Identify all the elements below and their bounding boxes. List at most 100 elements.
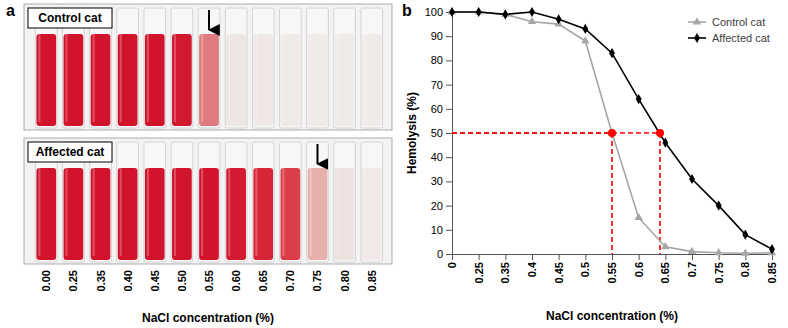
tick-label: 0.75 — [713, 262, 725, 283]
tube — [307, 142, 329, 262]
tube-highlight — [364, 168, 366, 256]
tick-mark — [612, 254, 613, 260]
tube-liquid — [64, 34, 84, 126]
marker — [661, 242, 669, 249]
tube-liquid — [226, 34, 246, 126]
marker — [556, 14, 562, 24]
tick-label: 70 — [431, 79, 443, 91]
panel-letter: b — [402, 2, 412, 19]
tube — [171, 8, 193, 128]
marker — [742, 230, 748, 240]
tube-row: Control cat — [24, 4, 392, 130]
tube-highlight — [228, 168, 230, 256]
tick: 0.85 — [766, 254, 778, 283]
tick-label: 0.75 — [311, 270, 323, 291]
tick-label: 0.25 — [67, 270, 79, 291]
tube-liquid — [36, 34, 56, 126]
tube-highlight — [255, 168, 257, 256]
tube-highlight — [337, 168, 339, 256]
row-label: Control cat — [38, 11, 101, 25]
tube-liquid — [281, 168, 301, 260]
tick-mark — [446, 36, 452, 37]
tube — [117, 8, 139, 128]
series-line — [452, 12, 772, 249]
tube — [307, 8, 329, 128]
tick-label: 0.45 — [553, 262, 565, 283]
tube-row: Affected cat — [24, 138, 392, 264]
tick-label: 0.70 — [284, 270, 296, 291]
tube — [252, 142, 274, 262]
tube-liquid — [118, 168, 138, 260]
tube — [361, 142, 383, 262]
marker — [741, 248, 749, 255]
marker — [769, 244, 775, 254]
tube-highlight — [201, 34, 203, 122]
legend-marker — [694, 33, 700, 43]
tube-liquid — [308, 168, 328, 260]
tick-mark — [446, 181, 452, 182]
tube-highlight — [310, 168, 312, 256]
legend-label: Control cat — [712, 16, 765, 28]
marker — [715, 248, 723, 255]
tick: 80 — [431, 54, 452, 66]
tube-highlight — [66, 168, 68, 256]
tick-label: 0.25 — [473, 262, 485, 283]
tube-highlight — [38, 34, 40, 122]
tick: 0.65 — [659, 254, 671, 283]
tube-liquid — [118, 34, 138, 126]
tick-label: 0.55 — [203, 270, 215, 291]
tick-mark — [452, 254, 453, 260]
tick-label: 0.8 — [739, 262, 751, 277]
tick-label: 0.45 — [149, 270, 161, 291]
tube-liquid — [199, 34, 219, 126]
reference-lines — [452, 133, 660, 254]
tube — [280, 142, 302, 262]
tick-label: 100 — [425, 6, 443, 18]
tick-label: 0.4 — [526, 261, 538, 277]
series-line — [452, 12, 772, 253]
tick: 20 — [431, 200, 452, 212]
tick-mark — [446, 230, 452, 231]
tube-liquid — [226, 168, 246, 260]
tick-label: 0.40 — [122, 270, 134, 291]
tick: 0.75 — [713, 254, 725, 283]
tick-label: 90 — [431, 30, 443, 42]
tick-mark — [665, 254, 666, 260]
tube-liquid — [172, 34, 192, 126]
tick-mark — [446, 254, 452, 255]
tick-mark — [479, 254, 480, 260]
tube-highlight — [147, 34, 149, 122]
tube-highlight — [174, 168, 176, 256]
tube-highlight — [255, 34, 257, 122]
tick-mark — [559, 254, 560, 260]
tick-label: 0.55 — [606, 262, 618, 283]
tick-label: 0.85 — [766, 262, 778, 283]
tube — [198, 8, 220, 128]
marker — [529, 7, 535, 17]
reference-point — [656, 129, 664, 137]
axis-title: Hemolysis (%) — [405, 92, 419, 174]
tube — [198, 142, 220, 262]
tube-liquid — [253, 168, 273, 260]
tube-highlight — [66, 34, 68, 122]
panel-a: aControl catAffected cat0.000.250.350.40… — [6, 2, 392, 325]
tick-mark — [532, 254, 533, 260]
tube-highlight — [201, 168, 203, 256]
tick: 40 — [431, 151, 452, 163]
tick: 90 — [431, 30, 452, 42]
tick-label: 0 — [437, 248, 443, 260]
tick-label: 0.60 — [230, 270, 242, 291]
tube — [334, 8, 356, 128]
marker — [502, 9, 508, 19]
tube-highlight — [147, 168, 149, 256]
reference-line-vertical — [659, 133, 661, 254]
tube-liquid — [335, 34, 355, 126]
legend: Control catAffected cat — [688, 16, 770, 44]
tube — [252, 8, 274, 128]
tube-highlight — [120, 34, 122, 122]
tick-label: 10 — [431, 224, 443, 236]
tick-mark — [446, 206, 452, 207]
row-label: Affected cat — [36, 145, 105, 159]
tube — [225, 142, 247, 262]
arrow — [208, 10, 210, 30]
